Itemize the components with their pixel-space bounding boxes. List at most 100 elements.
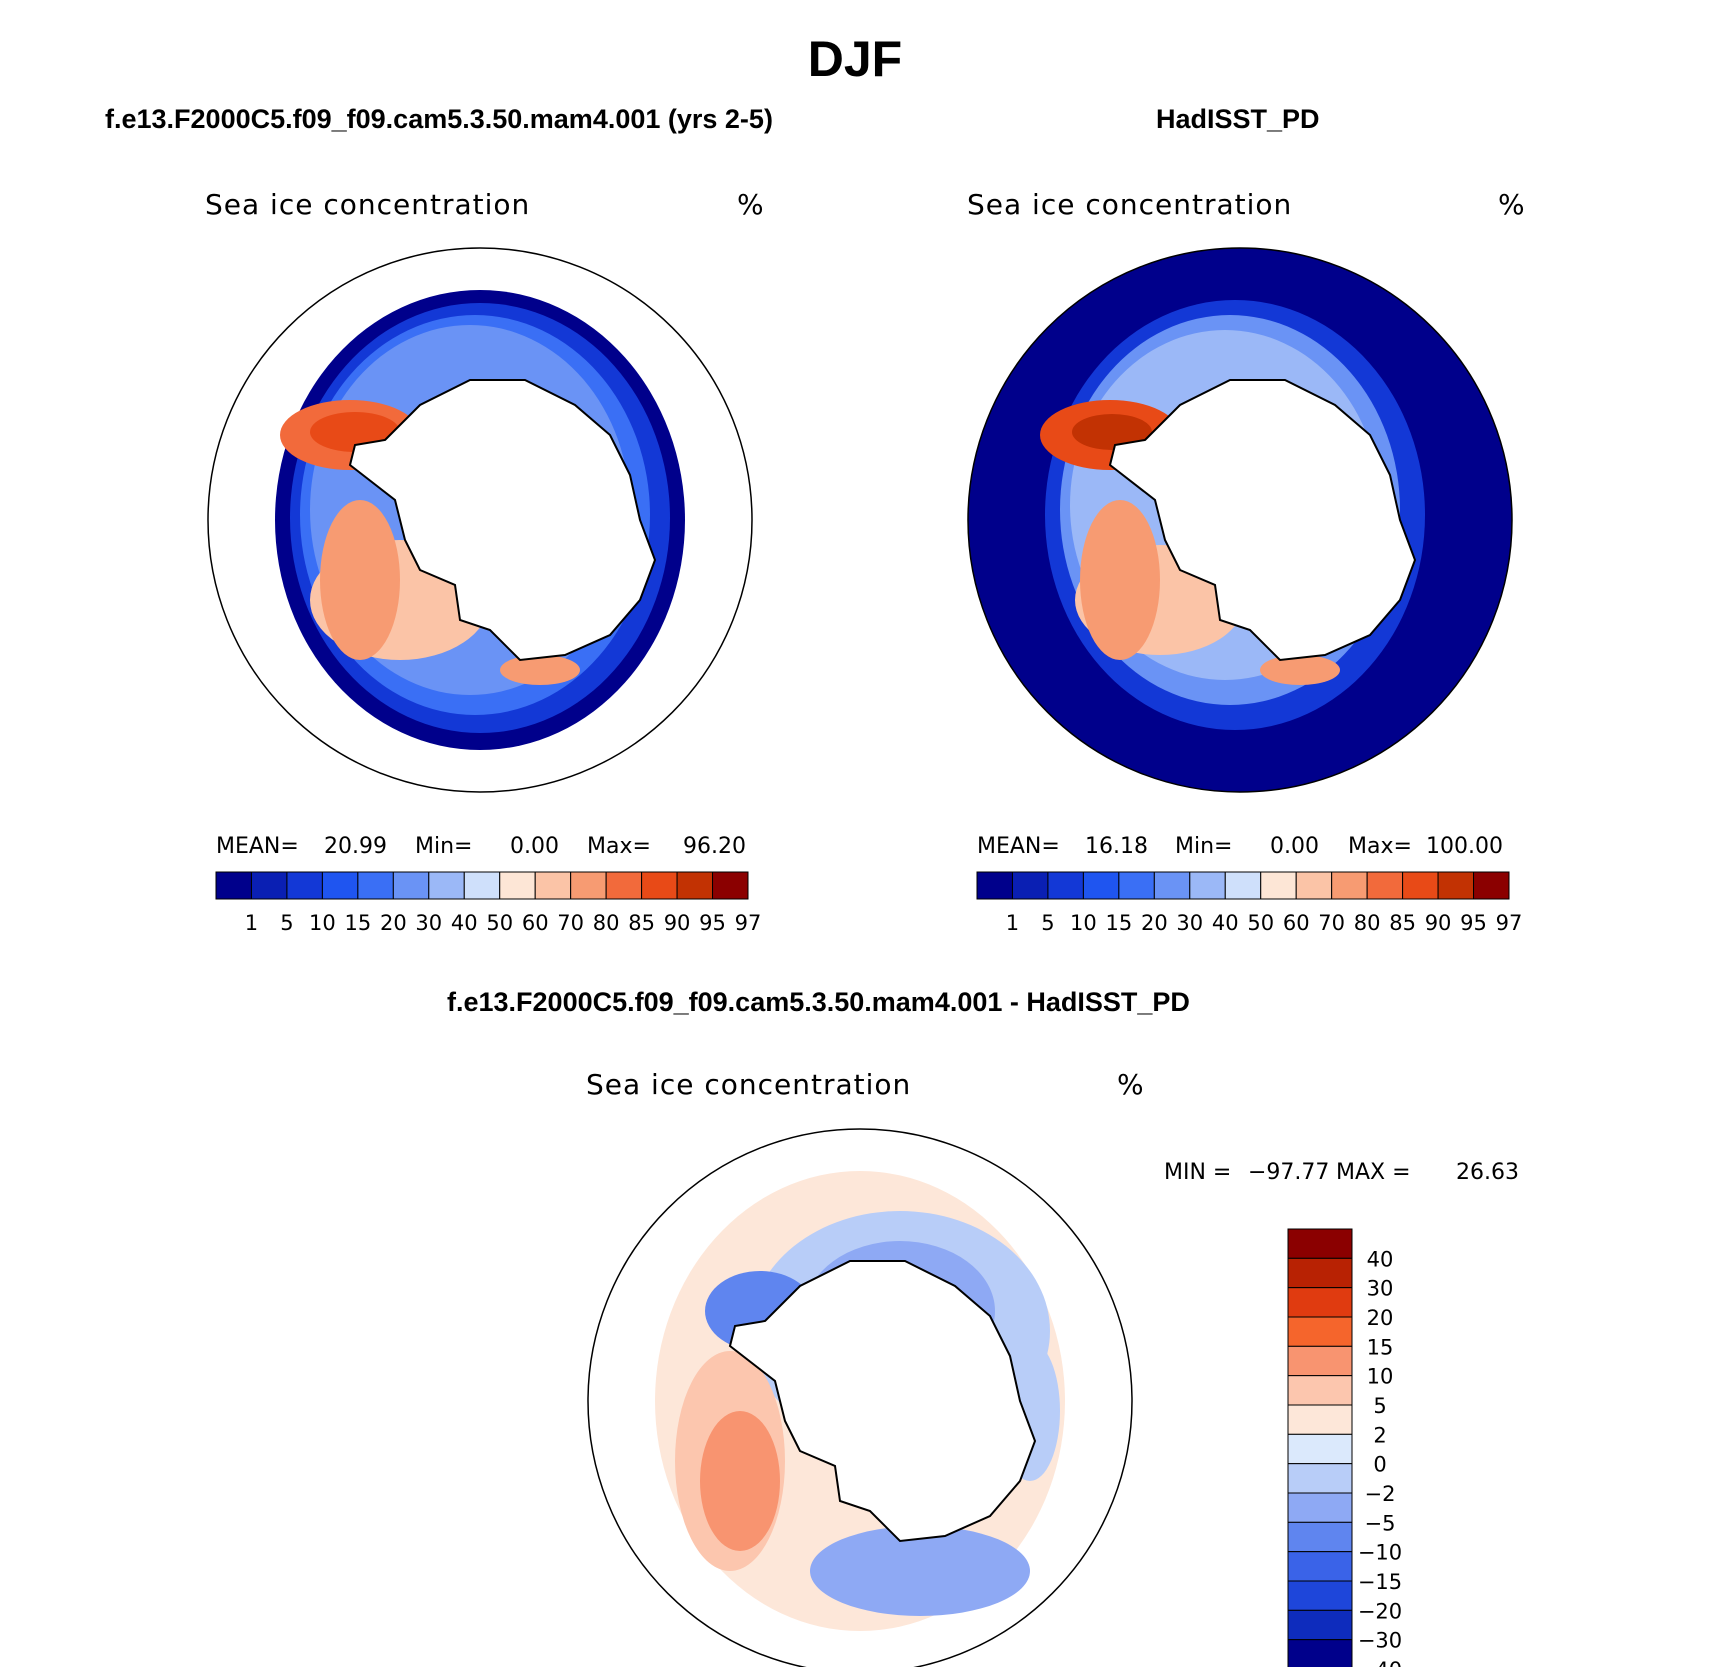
panel3-colorbar-tick-label: −2 — [1365, 1482, 1396, 1506]
panel3-min: −97.77 — [1248, 1160, 1330, 1185]
panel1-colorbar-tick-label: 40 — [451, 911, 478, 935]
panel3-colorbar-tick-label: −15 — [1358, 1570, 1402, 1594]
panel1-colorbar-swatch — [357, 871, 394, 900]
panel2-colorbar-swatch — [1082, 871, 1120, 900]
panel2-colorbar-tick-label: 5 — [1041, 911, 1054, 935]
panel3-colorbar-swatch — [1287, 1521, 1353, 1553]
panel3-colorbar-tick-label: −10 — [1358, 1541, 1402, 1565]
panel3-colorbar-tick-label: −30 — [1358, 1629, 1402, 1653]
panel2-colorbar-tick-label: 97 — [1496, 911, 1523, 935]
panel3-colorbar-tick-label: −5 — [1365, 1511, 1396, 1535]
panel2-colorbar-swatch — [1402, 871, 1439, 900]
panel2-colorbar-tick-label: 30 — [1176, 911, 1203, 935]
panel2-colorbar-swatch — [1331, 871, 1368, 900]
panel3-map — [587, 1128, 1133, 1667]
panel2-colorbar-swatch — [1047, 871, 1084, 900]
panel3-colorbar-swatch — [1287, 1639, 1353, 1667]
panel3-colorbar-tick-label: 40 — [1367, 1247, 1394, 1271]
panel2-colorbar-tick-label: 1 — [1006, 911, 1019, 935]
panel3-colorbar-swatch — [1287, 1375, 1353, 1406]
panel3-colorbar-swatch — [1287, 1580, 1353, 1611]
panel1-mean: 20.99 — [324, 834, 387, 859]
panel3-colorbar-tick-label: 0 — [1373, 1453, 1386, 1477]
panel1-colorbar-swatch — [712, 871, 749, 900]
panel2-colorbar-tick-label: 15 — [1105, 911, 1132, 935]
panel3-colorbar-tick-label: −40 — [1358, 1658, 1402, 1667]
panel1-colorbar-tick-label: 97 — [735, 911, 762, 935]
panel2-colorbar-swatch — [1366, 871, 1404, 900]
panel3-colorbar-swatch — [1287, 1463, 1353, 1494]
panel3-colorbar-swatch — [1287, 1287, 1353, 1318]
panel1-colorbar-swatch — [570, 871, 607, 900]
panel2-colorbar-swatch — [976, 871, 1013, 900]
panel2-colorbar-swatch — [1011, 871, 1049, 900]
panel1-mean-label: MEAN= — [216, 834, 299, 859]
panel3-colorbar-swatch — [1287, 1492, 1353, 1523]
panel2-mean-label: MEAN= — [977, 834, 1060, 859]
panel2-map-border — [967, 247, 1513, 793]
panel1-colorbar-swatch — [321, 871, 359, 900]
panel3-colorbar-tick-label: 15 — [1367, 1335, 1394, 1359]
panel2-colorbar-tick-label: 50 — [1247, 911, 1274, 935]
panel3-colorbar-swatch — [1287, 1433, 1353, 1465]
panel1-variable: Sea ice concentration — [205, 188, 531, 221]
panel1-colorbar-tick-label: 10 — [309, 911, 336, 935]
panel3-colorbar-tick-label: −20 — [1358, 1599, 1402, 1623]
panel1-colorbar-swatch — [534, 871, 572, 900]
panel2-colorbar-tick-label: 95 — [1460, 911, 1487, 935]
panel1-colorbar-swatch — [286, 871, 323, 900]
panel1-colorbar-tick-label: 85 — [628, 911, 655, 935]
panel3-colorbar-tick-label: 30 — [1367, 1277, 1394, 1301]
panel1-colorbar-tick-label: 15 — [344, 911, 371, 935]
panel2-colorbar-swatch — [1224, 871, 1262, 900]
panel2-colorbar-swatch — [1260, 871, 1297, 900]
panel1-colorbar-swatch — [605, 871, 643, 900]
panel3-units: % — [1117, 1068, 1145, 1101]
panel2-colorbar-swatch — [1153, 871, 1191, 900]
panel3-min-label: MIN = — [1164, 1160, 1232, 1185]
panel1-colorbar-tick-label: 95 — [699, 911, 726, 935]
panel3-map-border — [587, 1128, 1133, 1667]
panel3-colorbar-tick-label: 5 — [1373, 1394, 1386, 1418]
panel3-colorbar-swatch — [1287, 1316, 1353, 1347]
panel3-colorbar-swatch — [1287, 1609, 1353, 1641]
panel2-colorbar-tick-label: 10 — [1070, 911, 1097, 935]
page-title: DJF — [807, 31, 903, 87]
panel1-map — [207, 247, 753, 793]
panel1-colorbar-tick-label: 1 — [245, 911, 258, 935]
panel2-colorbar-tick-label: 70 — [1318, 911, 1345, 935]
panel3-colorbar-swatch — [1287, 1345, 1353, 1377]
panel2-colorbar-tick-label: 20 — [1141, 911, 1168, 935]
panel1-max: 96.20 — [683, 834, 746, 859]
panel1-colorbar-tick-label: 50 — [486, 911, 513, 935]
panel2-case-title: HadISST_PD — [1156, 104, 1320, 134]
panel3-case-title: f.e13.F2000C5.f09_f09.cam5.3.50.mam4.001… — [447, 987, 1190, 1017]
panel2-colorbar-tick-label: 60 — [1283, 911, 1310, 935]
panel1-units: % — [737, 188, 765, 221]
panel2-map — [967, 247, 1513, 793]
panel2-colorbar-swatch — [1473, 871, 1510, 900]
panel3-colorbar-swatch — [1287, 1551, 1353, 1582]
panel3-colorbar-swatch — [1287, 1257, 1353, 1289]
panel2-colorbar-tick-label: 90 — [1425, 911, 1452, 935]
panel2-colorbar-swatch — [1437, 871, 1475, 900]
panel1-max-label: Max= — [587, 834, 651, 859]
panel2-colorbar-tick-label: 40 — [1212, 911, 1239, 935]
panel1-case-title: f.e13.F2000C5.f09_f09.cam5.3.50.mam4.001… — [105, 104, 773, 134]
panel3-colorbar-tick-label: 10 — [1367, 1365, 1394, 1389]
panel2-colorbar-tick-label: 80 — [1354, 911, 1381, 935]
panel2-colorbar-swatch — [1295, 871, 1333, 900]
panel1-colorbar-swatch — [463, 871, 501, 900]
panel3-variable: Sea ice concentration — [586, 1068, 912, 1101]
panel2-min: 0.00 — [1270, 834, 1319, 859]
panel2-units: % — [1498, 188, 1526, 221]
panel1-colorbar-tick-label: 80 — [593, 911, 620, 935]
panel1-map-border — [207, 247, 753, 793]
panel1-colorbar-tick-label: 90 — [664, 911, 691, 935]
panel1-min-label: Min= — [415, 834, 473, 859]
panel1-colorbar-swatch — [428, 871, 465, 900]
panel1-colorbar-swatch — [250, 871, 288, 900]
panel3-colorbar-swatch — [1287, 1404, 1353, 1435]
panel2-colorbar-swatch — [1189, 871, 1226, 900]
panel2-mean: 16.18 — [1085, 834, 1148, 859]
